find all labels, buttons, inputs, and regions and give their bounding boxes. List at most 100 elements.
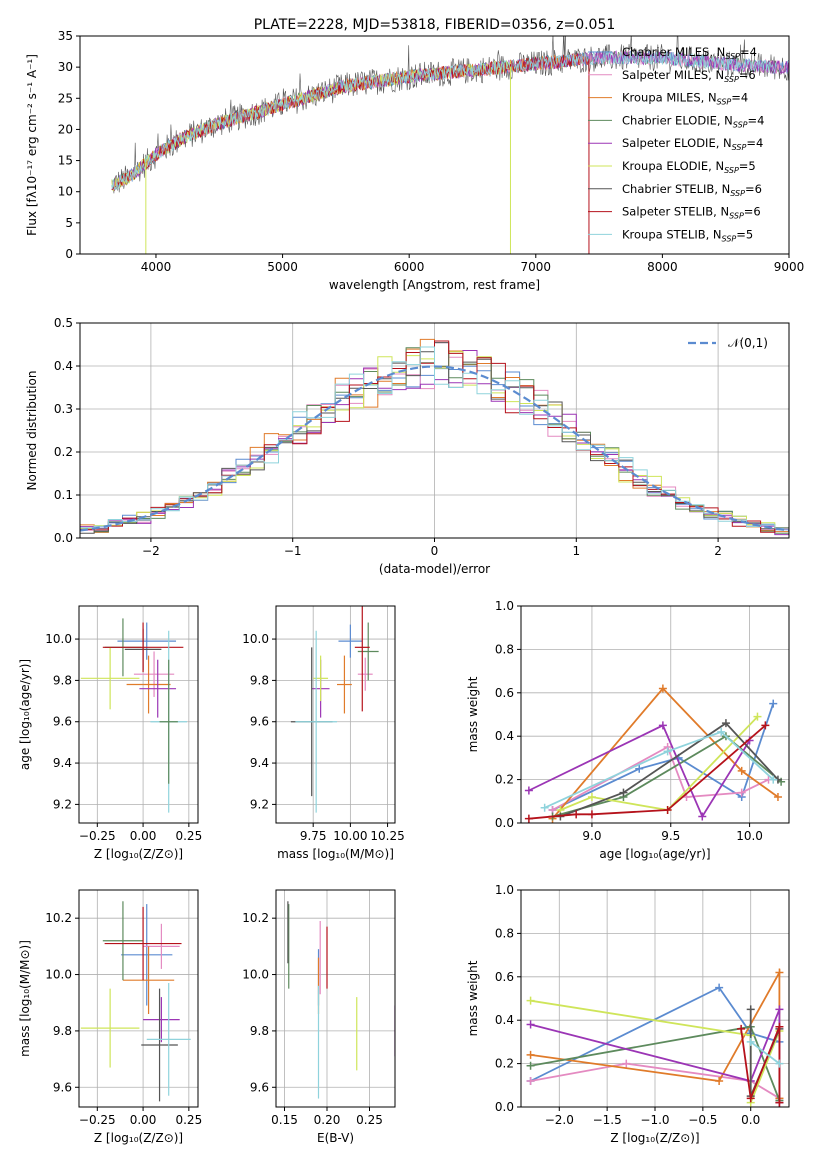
y-tick-label: 0.8 [495, 642, 514, 656]
mass-weight-marker [746, 1094, 755, 1103]
y-tick-label: 0.1 [54, 488, 73, 502]
x-tick-label: −1.0 [640, 1113, 669, 1127]
x-tick-label: 0.0 [741, 1113, 760, 1127]
legend-entry: Kroupa ELODIE, NSSP=5 [622, 159, 756, 175]
residuals-panel: −2 −1 0 1 2 0.0 0.1 0.2 0.3 0.4 0.5 (data-model)/er… [25, 316, 790, 576]
x-axis-label: age [log₁₀(age/yr)] [599, 847, 710, 861]
mass-weight-marker [587, 810, 596, 819]
x-tick-label: 0.25 [175, 1113, 202, 1127]
x-tick-label: −0.5 [688, 1113, 717, 1127]
mass-weight-marker [572, 810, 581, 819]
plot-area [80, 901, 191, 1102]
spectrum-panel: 4000 5000 6000 7000 8000 9000 0 5 10 15 20 25 30 35 wa… [25, 17, 804, 292]
x-tick-label: −2.0 [545, 1113, 574, 1127]
mass-weight-line [551, 687, 779, 820]
y-tick-label: 10.2 [242, 911, 269, 925]
mass-weight-marker [526, 1076, 535, 1085]
normal-reference-curve [80, 365, 789, 532]
axes-frame [78, 605, 199, 824]
x-tick-label: 8000 [647, 260, 678, 274]
mass-weight-marker [775, 1098, 784, 1107]
mass-weight-marker [635, 764, 644, 773]
x-tick-label: 7000 [521, 260, 552, 274]
x-tick-label: 0.25 [356, 1113, 383, 1127]
mass-weight-line [528, 724, 751, 819]
age-vs-metallicity-panel: −0.25 0.00 0.25 9.2 9.4 9.6 9.8 10.0 Z [log₁₀(Z/… [18, 605, 202, 861]
y-axis-label: mass [log₁₀(M/M⊙)] [18, 940, 32, 1057]
x-tick-label: 6000 [394, 260, 425, 274]
mass-weight-marker [773, 792, 782, 801]
y-tick-label: 0.0 [495, 816, 514, 830]
axes-frame [275, 889, 396, 1108]
axes-frame [520, 605, 790, 824]
y-tick-label: 9.8 [53, 673, 72, 687]
legend-entry: Salpeter ELODIE, NSSP=4 [622, 136, 763, 152]
legend-entry: Salpeter MILES, NSSP=6 [622, 68, 756, 84]
grid [79, 890, 198, 1107]
x-axis-label: Z [log₁₀(Z/Z⊙)] [610, 1131, 699, 1145]
legend-entry: 𝒩(0,1) [728, 336, 768, 350]
x-tick-label: 2 [714, 544, 722, 558]
mass-weight-marker [721, 719, 730, 728]
x-tick-label: 10.25 [370, 829, 404, 843]
y-tick-label: 9.2 [53, 797, 72, 811]
mass-weight-marker [715, 1076, 724, 1085]
x-tick-label: 0.20 [314, 1113, 341, 1127]
y-tick-label: 10.2 [45, 911, 72, 925]
mass-weight-marker [737, 766, 746, 775]
mass-vs-extinction-panel: 0.15 0.20 0.25 9.6 9.8 10.0 10.2 E(B-V) [242, 889, 396, 1145]
x-axis-label: E(B-V) [317, 1131, 354, 1145]
x-tick-label: −1.5 [593, 1113, 622, 1127]
x-tick-label: 0.15 [271, 1113, 298, 1127]
mass-weight-marker [769, 775, 778, 784]
mass-weight-marker [775, 1059, 784, 1068]
legend-entry: Kroupa STELIB, NSSP=5 [622, 227, 753, 243]
axis-layer: −2 −1 0 1 2 0.0 0.1 0.2 0.3 0.4 0.5 (data-model)/er… [25, 316, 790, 576]
y-tick-label: 9.6 [53, 715, 72, 729]
mass-weight-marker [698, 812, 707, 821]
y-tick-label: 9.6 [250, 715, 269, 729]
x-tick-label: 9.75 [300, 829, 327, 843]
y-tick-label: 9.4 [53, 756, 72, 770]
legend-entry: Chabrier ELODIE, NSSP=4 [622, 113, 764, 129]
mass-weight-marker [524, 814, 533, 823]
y-axis-label: age [log₁₀(age/yr)] [18, 659, 32, 770]
mass-weight-marker [753, 712, 762, 721]
x-tick-label: −0.25 [79, 1113, 116, 1127]
mass-weight-line [560, 722, 779, 818]
mass-weight-marker [658, 684, 667, 693]
x-tick-label: 0.00 [130, 829, 157, 843]
y-tick-label: 0.4 [54, 359, 73, 373]
y-tick-label: 1.0 [495, 599, 514, 613]
legend-entry: Salpeter STELIB, NSSP=6 [622, 205, 761, 221]
y-axis-label: mass weight [466, 960, 480, 1036]
mass-weight-marker [775, 1022, 784, 1031]
plot-area [290, 606, 379, 813]
y-tick-label: 10.0 [45, 632, 72, 646]
mass-weight-marker [663, 805, 672, 814]
age-vs-mass-panel: 9.75 10.00 10.25 9.2 9.4 9.6 9.8 10.0 mass [log₁… [242, 605, 405, 861]
axis-layer: 4000 5000 6000 7000 8000 9000 0 5 10 15 20 25 30 35 wa… [25, 29, 804, 292]
mass-weight-line [560, 716, 759, 811]
mass-weight-marker [526, 1061, 535, 1070]
x-tick-label: 10.0 [736, 829, 763, 843]
y-tick-label: 0 [65, 247, 73, 261]
y-tick-label: 0.2 [495, 773, 514, 787]
y-tick-label: 15 [58, 154, 73, 168]
y-tick-label: 0.6 [495, 970, 514, 984]
plot-area [524, 684, 786, 823]
y-tick-label: 30 [58, 60, 73, 74]
y-tick-label: 0.4 [495, 1013, 514, 1027]
spectrum-line [111, 53, 590, 192]
mass-weight-marker [663, 747, 672, 756]
axes-frame [79, 35, 790, 255]
x-tick-label: 9.0 [582, 829, 601, 843]
x-tick-label: 5000 [267, 260, 298, 274]
y-tick-label: 9.2 [250, 797, 269, 811]
axes-frame [78, 889, 199, 1108]
legend-entry: Chabrier MILES, NSSP=4 [622, 45, 757, 61]
mass-weight-marker [526, 1050, 535, 1059]
legend: Chabrier MILES, NSSP=4 Salpeter MILES, NS… [588, 45, 764, 243]
y-tick-label: 0.3 [54, 402, 73, 416]
